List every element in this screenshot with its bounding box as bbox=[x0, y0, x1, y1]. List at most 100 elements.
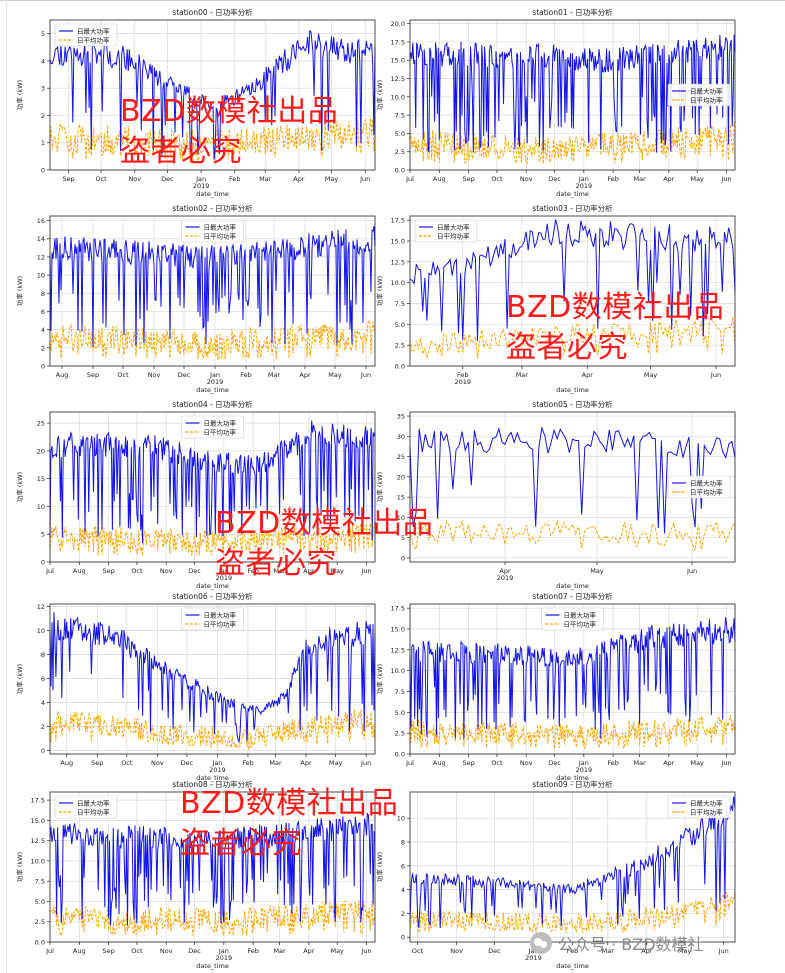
chart-0: station00 - 日功率分析 0 1 2 3 4 5 Sep Oct Nov Dec Jan20… bbox=[15, 7, 376, 198]
x-tick-label: Mar bbox=[273, 947, 286, 955]
x-axis-label: date_time bbox=[196, 190, 229, 198]
series-line-avg bbox=[409, 316, 736, 360]
plot-frame bbox=[409, 411, 736, 563]
footer-credit: 公众号 · BZD数模社 bbox=[530, 930, 704, 956]
x-tick-label: Jun bbox=[720, 759, 731, 767]
y-tick-label: 4 bbox=[41, 699, 45, 707]
x-axis-label: date_time bbox=[556, 582, 589, 590]
x-axis-label: date_time bbox=[196, 774, 229, 782]
x-tick-label: Mar bbox=[268, 371, 281, 379]
footer-text: 公众号 · BZD数模社 bbox=[558, 935, 704, 954]
y-tick-label: 2.5 bbox=[395, 342, 405, 350]
x-axis-label: date_time bbox=[196, 582, 229, 590]
x-tick-label: Feb bbox=[242, 759, 254, 767]
chart-1: station01 - 日功率分析 0.0 2.5 5.0 7.5 10.0 12.5 15.… bbox=[375, 7, 736, 198]
y-axis-label: 功率 (kW) bbox=[375, 852, 384, 882]
chart-title: station03 - 日功率分析 bbox=[532, 203, 613, 213]
x-tick-year-label: 2019 bbox=[207, 378, 224, 386]
x-tick-label: May bbox=[690, 759, 704, 767]
x-tick-label: Dec bbox=[188, 567, 201, 575]
x-tick-year-label: 2019 bbox=[454, 378, 471, 386]
x-tick-label: Sep bbox=[102, 567, 114, 575]
chart-8: station08 - 日功率分析 0.0 2.5 5.0 7.5 10.0 12.5 15.… bbox=[15, 779, 376, 970]
y-tick-label: 8 bbox=[401, 839, 405, 847]
y-tick-label: 10.0 bbox=[31, 857, 45, 865]
x-tick-label: Jul bbox=[405, 175, 414, 183]
y-tick-label: 4 bbox=[401, 886, 405, 894]
y-tick-label: 4 bbox=[41, 326, 45, 334]
series-line-avg bbox=[49, 118, 376, 164]
y-tick-label: 20.0 bbox=[391, 20, 405, 28]
x-tick-label: Oct bbox=[121, 759, 133, 767]
y-tick-label: 8 bbox=[41, 290, 45, 298]
x-tick-label: Feb bbox=[247, 567, 259, 575]
x-tick-label: Apr bbox=[299, 371, 311, 379]
chart-4: station04 - 日功率分析 0 5 10 15 20 25 Jul Aug Sep Oct N… bbox=[15, 399, 376, 590]
x-tick-year-label: 2019 bbox=[209, 766, 226, 774]
chart-title: station00 - 日功率分析 bbox=[172, 7, 253, 17]
x-tick-label: Feb bbox=[607, 759, 619, 767]
plot-frame bbox=[49, 19, 376, 171]
legend-label-avg: 日平均功率 bbox=[204, 232, 237, 241]
x-tick-label: May bbox=[328, 371, 342, 379]
x-tick-label: Mar bbox=[273, 567, 286, 575]
x-tick-label: Dec bbox=[178, 371, 191, 379]
y-tick-label: 5 bbox=[401, 534, 405, 542]
x-tick-label: Feb bbox=[567, 947, 579, 955]
series-line-avg bbox=[409, 519, 736, 551]
y-tick-label: 15 bbox=[397, 494, 405, 502]
series-line-avg bbox=[49, 900, 376, 936]
x-tick-year-label: 2019 bbox=[216, 574, 233, 582]
series-line-avg bbox=[49, 709, 376, 751]
y-axis-label: 功率 (kW) bbox=[375, 472, 384, 502]
y-tick-label: 7.5 bbox=[395, 688, 405, 696]
x-tick-label: Oct bbox=[491, 175, 503, 183]
x-tick-label: Jan bbox=[195, 175, 206, 183]
y-tick-label: 12.5 bbox=[391, 646, 405, 654]
y-axis-label: 功率 (kW) bbox=[375, 664, 384, 694]
legend-label-max: 日最大功率 bbox=[690, 799, 723, 808]
watermark-4: BZD数模社出品 盗者必究 bbox=[180, 784, 398, 864]
y-tick-label: 10 bbox=[37, 627, 45, 635]
watermark-1: BZD数模社出品 盗者必究 bbox=[120, 92, 338, 172]
y-tick-label: 1 bbox=[41, 139, 45, 147]
x-axis-label: date_time bbox=[556, 962, 589, 970]
x-tick-year-label: 2019 bbox=[525, 954, 542, 962]
y-tick-label: 15.0 bbox=[391, 57, 405, 65]
x-tick-label: Aug bbox=[73, 567, 86, 575]
y-axis-label: 功率 (kW) bbox=[15, 852, 24, 882]
x-tick-label: Jun bbox=[686, 567, 697, 575]
y-tick-label: 0.0 bbox=[395, 363, 405, 371]
y-tick-label: 0 bbox=[41, 363, 45, 371]
y-tick-label: 5.0 bbox=[395, 321, 405, 329]
x-tick-label: Jul bbox=[405, 759, 414, 767]
y-tick-label: 15.0 bbox=[391, 626, 405, 634]
watermark-line: BZD数模社出品 bbox=[506, 290, 725, 325]
x-tick-label: Mar bbox=[633, 759, 646, 767]
x-tick-label: Dec bbox=[548, 175, 561, 183]
y-tick-label: 3 bbox=[41, 85, 45, 93]
watermark-3: BZD数模社出品 盗者必究 bbox=[215, 504, 433, 584]
y-tick-label: 0.0 bbox=[395, 167, 405, 175]
x-tick-year-label: 2019 bbox=[576, 766, 593, 774]
y-axis-label: 功率 (kW) bbox=[375, 276, 384, 306]
y-tick-label: 7.5 bbox=[35, 878, 45, 886]
legend-label-avg: 日平均功率 bbox=[77, 36, 110, 45]
y-tick-label: 4 bbox=[41, 57, 45, 65]
x-tick-label: Sep bbox=[462, 175, 474, 183]
y-tick-label: 12.5 bbox=[31, 837, 45, 845]
y-axis-label: 功率 (kW) bbox=[15, 664, 24, 694]
y-tick-label: 0 bbox=[41, 167, 45, 175]
legend-label-avg: 日平均功率 bbox=[690, 96, 723, 105]
x-tick-label: Jul bbox=[45, 567, 54, 575]
y-tick-label: 17.5 bbox=[391, 605, 405, 613]
x-tick-year-label: 2019 bbox=[576, 182, 593, 190]
x-tick-label: Jan bbox=[218, 947, 229, 955]
x-tick-label: Feb bbox=[607, 175, 619, 183]
x-tick-label: May bbox=[644, 371, 658, 379]
x-tick-label: Jun bbox=[359, 175, 370, 183]
